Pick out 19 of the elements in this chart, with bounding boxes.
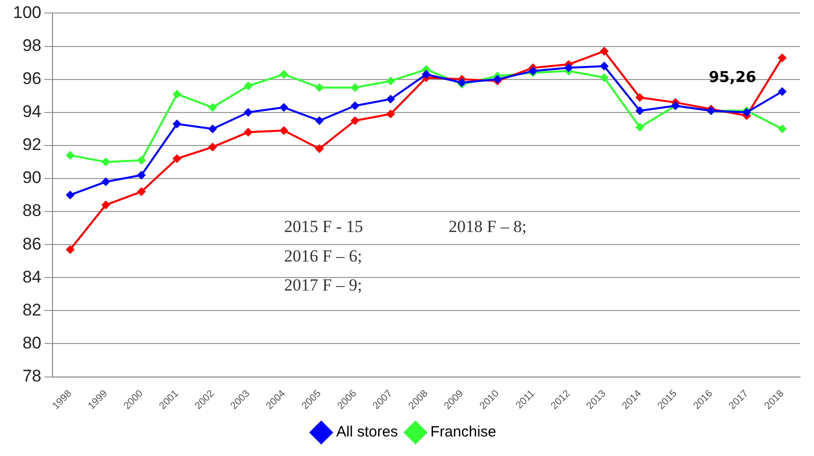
annotation: 2015 F - 15 [284, 217, 364, 236]
y-tick-label: 98 [22, 36, 42, 55]
y-tick-label: 90 [22, 168, 42, 188]
annotation: 2018 F – 8; [448, 217, 527, 236]
y-tick-label: 78 [22, 366, 42, 386]
y-tick-label: 92 [22, 135, 42, 154]
y-tick-label: 82 [22, 300, 42, 320]
y-tick-label: 80 [22, 333, 42, 352]
legend-label: All stores [336, 424, 398, 441]
annotation: 2017 F – 9; [284, 275, 362, 294]
y-tick-label: 100 [12, 2, 42, 22]
y-tick-label: 96 [22, 68, 42, 88]
data-label: 95,26 [708, 68, 756, 86]
legend-label: Franchise [430, 424, 496, 441]
y-tick-label: 94 [22, 102, 42, 122]
annotation: 2016 F – 6; [284, 246, 362, 266]
y-tick-label: 88 [22, 201, 42, 220]
y-tick-label: 84 [22, 267, 42, 286]
y-tick-label: 86 [22, 234, 42, 254]
